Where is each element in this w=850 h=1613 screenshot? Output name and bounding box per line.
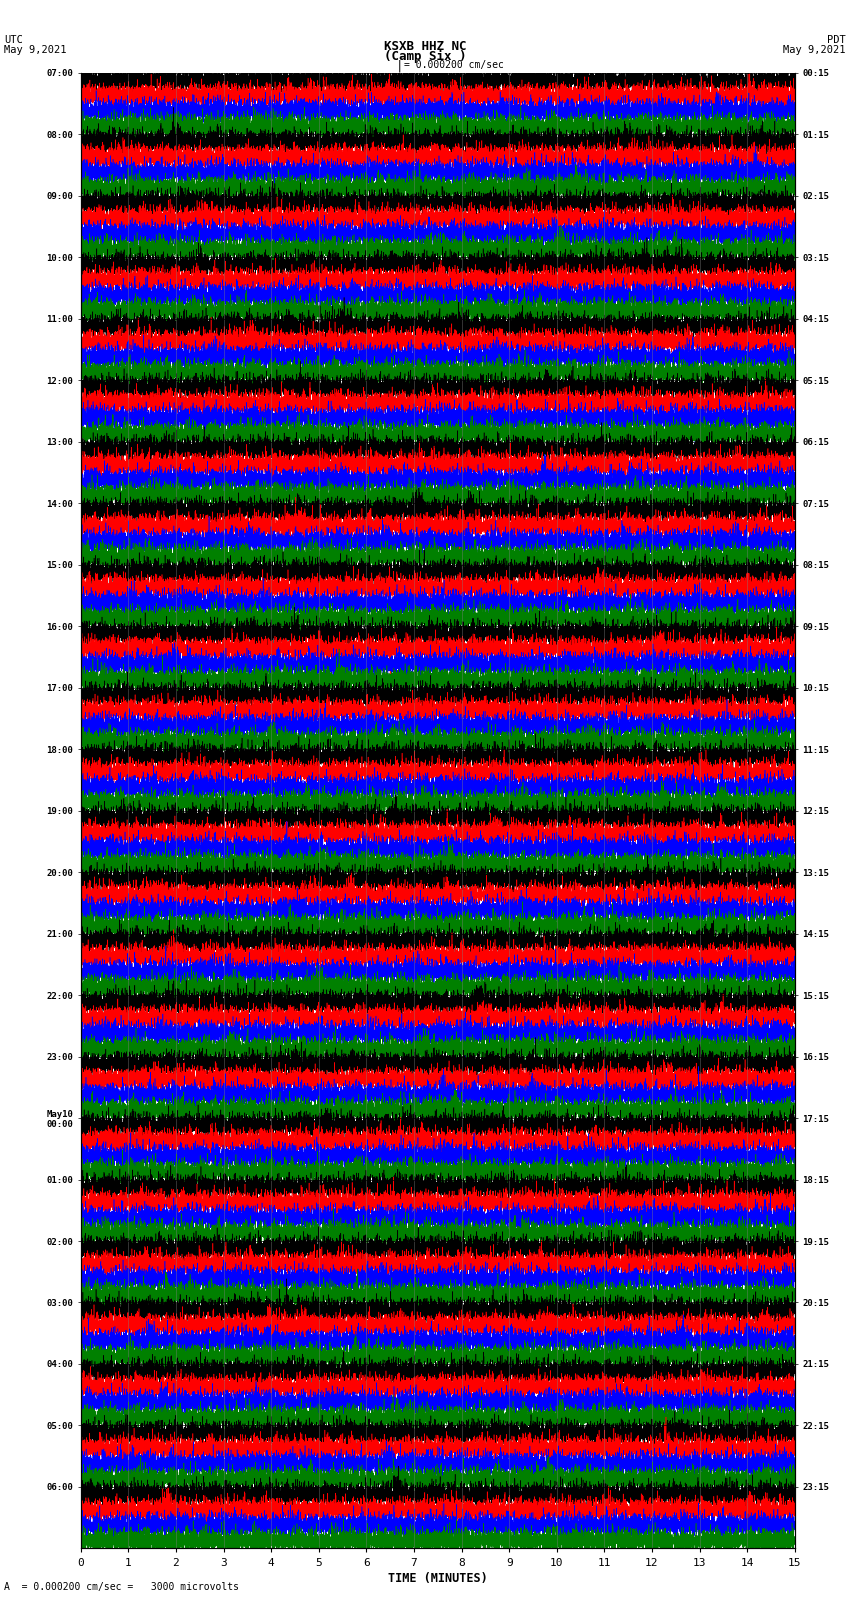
Text: May 9,2021: May 9,2021 xyxy=(4,45,67,55)
Text: PDT: PDT xyxy=(827,35,846,45)
Text: |: | xyxy=(396,60,403,73)
Text: = 0.000200 cm/sec: = 0.000200 cm/sec xyxy=(404,60,503,69)
Text: KSXB HHZ NC: KSXB HHZ NC xyxy=(383,39,467,53)
Text: A  = 0.000200 cm/sec =   3000 microvolts: A = 0.000200 cm/sec = 3000 microvolts xyxy=(4,1582,239,1592)
Text: UTC: UTC xyxy=(4,35,23,45)
Text: (Camp Six ): (Camp Six ) xyxy=(383,50,467,63)
X-axis label: TIME (MINUTES): TIME (MINUTES) xyxy=(388,1571,488,1584)
Text: May 9,2021: May 9,2021 xyxy=(783,45,846,55)
